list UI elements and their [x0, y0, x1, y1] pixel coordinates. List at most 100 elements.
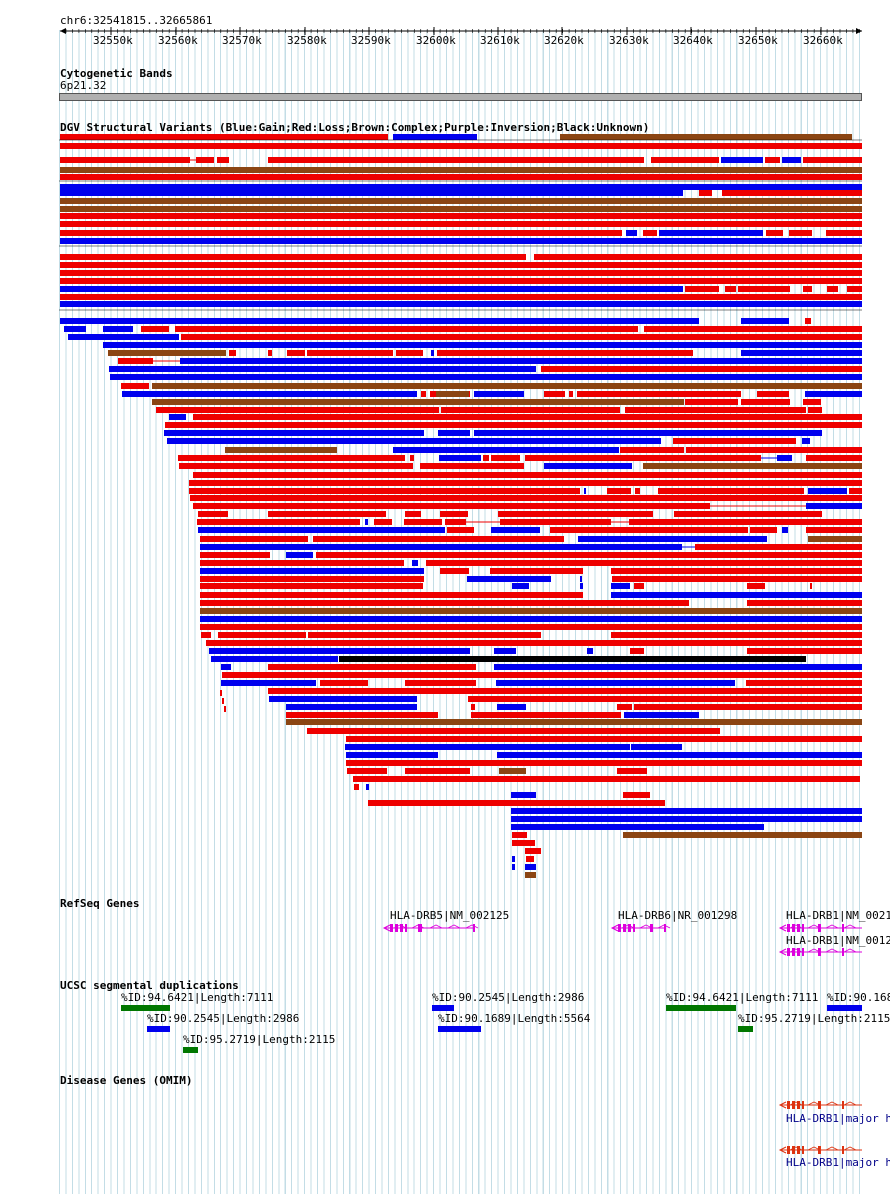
dgv-variant [511, 824, 764, 830]
ruler-tick-label: 32570k [222, 34, 262, 47]
segdup-label[interactable]: %ID:94.6421|Length:7111 [121, 991, 274, 1004]
dgv-variant [441, 407, 620, 413]
dgv-variant [611, 583, 630, 589]
dgv-variant [577, 391, 741, 397]
segdup-label[interactable]: %ID:90.1689|Length:5564 [438, 1012, 591, 1025]
segdup-bar [738, 1026, 753, 1032]
cytoband-bar[interactable] [59, 93, 862, 101]
dgv-variant [405, 680, 476, 686]
dgv-variant [544, 463, 632, 469]
dgv-variant [287, 350, 305, 356]
gene-hat [447, 924, 461, 929]
dgv-variant [491, 527, 540, 533]
dgv-variant [612, 576, 862, 582]
segdup-label[interactable]: %ID:90.2545|Length:2986 [147, 1012, 300, 1025]
dgv-variant [580, 583, 583, 589]
dgv-variant [643, 463, 862, 469]
dgv-variant [396, 350, 423, 356]
segdup-label[interactable]: %ID:94.6421|Length:7111 [666, 991, 819, 1004]
dgv-variant [167, 438, 661, 444]
dgv-variant [471, 704, 475, 710]
dgv-variant [580, 576, 582, 582]
gene-exon [400, 924, 403, 932]
location-label: chr6:32541815..32665861 [60, 14, 213, 27]
segdup-label[interactable]: %ID:95.2719|Length:2115 [183, 1033, 336, 1046]
gene-hat [657, 924, 671, 929]
gene-label-drb1-a[interactable]: HLA-DRB1|NM_00212 [786, 909, 890, 922]
dgv-variant [60, 198, 862, 204]
gene-label-drb5[interactable]: HLA-DRB5|NM_002125 [390, 909, 510, 922]
dgv-variant [741, 318, 789, 324]
segdup-label[interactable]: %ID:95.2719|Length:2115 [738, 1012, 890, 1025]
dgv-variant [685, 286, 719, 292]
dgv-variant [474, 430, 822, 436]
dgv-variant [60, 157, 190, 163]
gene-hat [465, 924, 479, 929]
ruler-tick-label: 32590k [351, 34, 391, 47]
dgv-variant [747, 600, 862, 606]
dgv-variant [805, 391, 862, 397]
gene-exon [792, 1146, 795, 1154]
segdup-bar [666, 1005, 736, 1011]
dgv-variant [60, 270, 862, 276]
segdup-label[interactable]: %ID:90.1689 [827, 991, 890, 1004]
dgv-variant [426, 560, 862, 566]
dgv-variant [118, 358, 153, 364]
dgv-variant [164, 430, 424, 436]
gene-hat [621, 924, 635, 929]
dgv-variant [651, 157, 719, 163]
ruler-tick-label: 32600k [416, 34, 456, 47]
gene-exon [797, 948, 800, 956]
dgv-variant [525, 455, 761, 461]
dgv-variant [490, 568, 583, 574]
omim-label[interactable]: HLA-DRB1|major hi [786, 1112, 890, 1125]
dgv-variant [498, 511, 653, 517]
dgv-variant [217, 157, 229, 163]
dgv-variant [198, 511, 228, 517]
gene-label-drb6[interactable]: HLA-DRB6|NR_001298 [618, 909, 738, 922]
gene-exon [792, 924, 795, 932]
dgv-variant [447, 527, 474, 533]
dgv-variant [190, 495, 862, 501]
dgv-variant [849, 488, 862, 494]
dgv-variant [200, 616, 862, 622]
gene-hat [825, 948, 839, 953]
dgv-variant [826, 230, 862, 236]
dgv-variant [741, 399, 790, 405]
dgv-variant [420, 463, 524, 469]
gene-exon [802, 924, 804, 932]
dgv-variant [511, 792, 536, 798]
gene-exon [818, 924, 821, 932]
dgv-variant [544, 391, 565, 397]
dgv-variant [122, 391, 417, 397]
ruler-tick-label: 32560k [158, 34, 198, 47]
dgv-connector [424, 424, 438, 426]
segdup-label[interactable]: %ID:90.2545|Length:2986 [432, 991, 585, 1004]
gene-exon [787, 1101, 790, 1109]
ruler[interactable] [0, 0, 890, 60]
dgv-variant [60, 184, 862, 190]
dgv-variant [200, 544, 682, 550]
gene-exon [405, 924, 407, 932]
dgv-variant [625, 407, 806, 413]
gene-strand-arrow [778, 924, 787, 932]
dgv-variant [738, 286, 790, 292]
dgv-variant [209, 648, 470, 654]
dgv-variant [634, 583, 644, 589]
dgv-variant [286, 552, 313, 558]
dgv-variant [741, 350, 862, 356]
dgv-features[interactable] [0, 0, 890, 900]
dgv-variant [316, 552, 862, 558]
dgv-track-title: DGV Structural Variants (Blue:Gain;Red:L… [60, 121, 650, 134]
dgv-variant [806, 503, 862, 509]
dgv-variant [499, 768, 526, 774]
dgv-variant [141, 326, 169, 332]
dgv-variant [777, 455, 792, 461]
gene-label-drb1-b[interactable]: HLA-DRB1|NM_00124 [786, 934, 890, 947]
gene-exon [818, 1101, 821, 1109]
omim-label[interactable]: HLA-DRB1|major hi [786, 1156, 890, 1169]
dgv-variant [60, 230, 622, 236]
dgv-variant [60, 294, 862, 300]
dgv-variant [440, 511, 468, 517]
dgv-variant [644, 326, 862, 332]
